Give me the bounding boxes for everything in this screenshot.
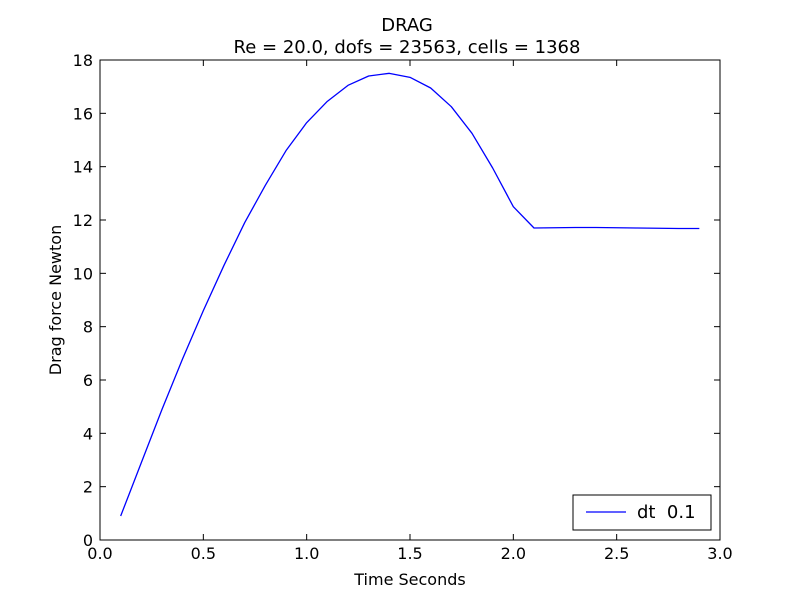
y-tick-label: 18	[73, 51, 93, 70]
y-tick-label: 4	[83, 424, 93, 443]
plot-frame	[99, 59, 721, 541]
chart-subtitle: Re = 20.0, dofs = 23563, cells = 1368	[234, 37, 581, 58]
y-tick-label: 12	[73, 211, 93, 230]
x-tick-label: 3.0	[707, 544, 732, 563]
x-axis-ticks: 0.0 0.5 1.0 1.5 2.0 2.5 3.0	[87, 60, 733, 563]
y-tick-label: 0	[83, 531, 93, 550]
y-axis-label: Drag force Newton	[46, 225, 65, 375]
y-tick-label: 6	[83, 371, 93, 390]
y-tick-label: 10	[73, 264, 93, 283]
x-tick-label: 0.5	[191, 544, 216, 563]
x-tick-label: 0.0	[87, 544, 112, 563]
series-layer	[120, 72, 700, 517]
plot-area	[100, 60, 720, 540]
x-axis-label: Time Seconds	[353, 570, 465, 589]
y-axis-ticks: 0 2 4 6 8 10 12 14 16 18	[73, 51, 720, 550]
x-tick-label: 2.5	[604, 544, 629, 563]
x-tick-label: 2.0	[501, 544, 526, 563]
chart-title: DRAG	[381, 15, 433, 36]
y-tick-label: 14	[73, 158, 93, 177]
legend-label: dt 0.1	[637, 502, 696, 523]
y-tick-label: 16	[73, 104, 93, 123]
legend: dt 0.1	[572, 494, 712, 531]
x-tick-label: 1.5	[397, 544, 422, 563]
y-tick-label: 2	[83, 478, 93, 497]
series-line-dt-0.1	[120, 72, 700, 517]
y-tick-label: 8	[83, 318, 93, 337]
x-tick-label: 1.0	[294, 544, 319, 563]
